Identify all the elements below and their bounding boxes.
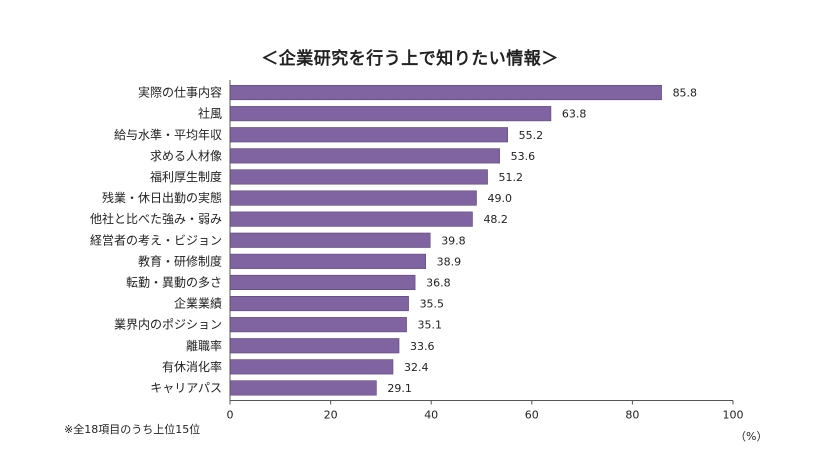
value-labels: 85.8 63.8 55.2 53.6 51.2 49.0 48.2 39.8 38.9 36.8… bbox=[387, 87, 697, 395]
chart-title: ＜企業研究を行う上で知りたい情報＞ bbox=[261, 49, 559, 69]
category-labels: 実際の仕事内容社風給与水準・平均年収求める人材像福利厚生制度残業・休日出勤の実態… bbox=[90, 85, 222, 395]
category-label: 離職率 bbox=[186, 338, 222, 353]
category-label: 残業・休日出勤の実態 bbox=[102, 190, 222, 205]
category-label: 企業業績 bbox=[174, 296, 222, 311]
category-label: 転勤・異動の多さ bbox=[126, 275, 222, 289]
bar bbox=[229, 274, 416, 291]
value-label: 38.9 bbox=[437, 255, 462, 268]
bars bbox=[229, 85, 662, 396]
value-label: 55.2 bbox=[519, 129, 544, 142]
x-tick-label: 80 bbox=[625, 409, 639, 422]
chart-note: ※全18項目のうち上位15位 bbox=[64, 423, 201, 436]
x-axis-unit-label: （%） bbox=[735, 430, 768, 443]
category-label: 有休消化率 bbox=[162, 359, 222, 374]
category-label: 他社と比べた強み・弱み bbox=[90, 211, 222, 226]
bar bbox=[229, 127, 508, 143]
value-label: 53.6 bbox=[511, 150, 536, 163]
category-label: 経営者の考え・ビジョン bbox=[90, 233, 222, 247]
value-label: 85.8 bbox=[673, 87, 698, 100]
value-label: 29.1 bbox=[387, 382, 412, 395]
x-axis: 0 20 40 60 80 100 bbox=[227, 400, 744, 422]
category-label: 社風 bbox=[198, 106, 222, 121]
bar bbox=[229, 148, 500, 164]
bar bbox=[229, 253, 426, 269]
bar bbox=[229, 190, 477, 206]
category-label: キャリアパス bbox=[150, 381, 222, 395]
x-tick-label: 40 bbox=[424, 409, 438, 422]
value-label: 39.8 bbox=[441, 234, 466, 247]
category-label: 福利厚生制度 bbox=[150, 169, 222, 184]
x-tick-label: 0 bbox=[227, 409, 234, 422]
bar bbox=[229, 169, 488, 185]
value-label: 51.2 bbox=[499, 171, 524, 184]
bar bbox=[229, 359, 394, 375]
bar bbox=[229, 380, 377, 396]
bar bbox=[229, 211, 473, 227]
value-label: 63.8 bbox=[562, 108, 587, 121]
value-label: 35.1 bbox=[418, 319, 443, 332]
category-label: 求める人材像 bbox=[150, 149, 222, 163]
bar bbox=[229, 338, 400, 354]
bar bbox=[229, 85, 662, 101]
category-label: 給与水準・平均年収 bbox=[114, 127, 222, 142]
value-label: 48.2 bbox=[483, 213, 508, 226]
value-label: 32.4 bbox=[404, 361, 429, 374]
category-label: 実際の仕事内容 bbox=[138, 85, 222, 100]
category-label: 業界内のポジション bbox=[114, 318, 222, 332]
value-label: 36.8 bbox=[426, 276, 451, 289]
value-label: 35.5 bbox=[420, 298, 445, 311]
bar bbox=[229, 106, 552, 122]
x-tick-label: 60 bbox=[525, 409, 539, 422]
x-tick-label: 100 bbox=[723, 409, 744, 422]
x-tick-label: 20 bbox=[324, 409, 338, 422]
value-label: 33.6 bbox=[410, 340, 435, 353]
value-label: 49.0 bbox=[487, 192, 512, 205]
bar bbox=[229, 317, 407, 333]
bar bbox=[229, 232, 431, 248]
category-label: 教育・研修制度 bbox=[138, 253, 222, 268]
bar bbox=[229, 295, 409, 312]
